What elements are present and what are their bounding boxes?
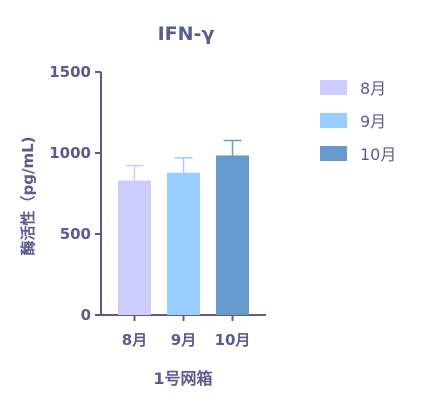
y-tick-label: 1000 (49, 144, 91, 162)
bar-1 (118, 180, 151, 315)
y-tick-label: 0 (81, 306, 91, 324)
y-tick-label: 500 (60, 225, 91, 243)
legend-label-2: 9月 (360, 112, 386, 131)
x-tick-label: 8月 (122, 331, 147, 349)
axes: 0 500 1000 1500 8月 9月 10月 (49, 63, 266, 349)
x-axis-label: 1号网箱 (153, 369, 212, 388)
error-bars-group (125, 139, 242, 181)
bar-3 (216, 155, 249, 315)
x-tick-label: 9月 (171, 331, 196, 349)
bars-group (118, 155, 249, 315)
legend: 8月 9月 10月 (320, 79, 396, 164)
legend-swatch-2 (320, 113, 347, 128)
legend-label-3: 10月 (360, 145, 396, 164)
y-tick-label: 1500 (49, 63, 91, 81)
y-axis-label: 酶活性（pg/mL) (19, 137, 37, 256)
legend-swatch-3 (320, 146, 347, 161)
legend-swatch-1 (320, 80, 347, 95)
bar-2 (167, 172, 200, 315)
chart-title: IFN-γ (158, 23, 215, 45)
x-tick-label: 10月 (215, 331, 251, 349)
legend-label-1: 8月 (360, 79, 386, 98)
